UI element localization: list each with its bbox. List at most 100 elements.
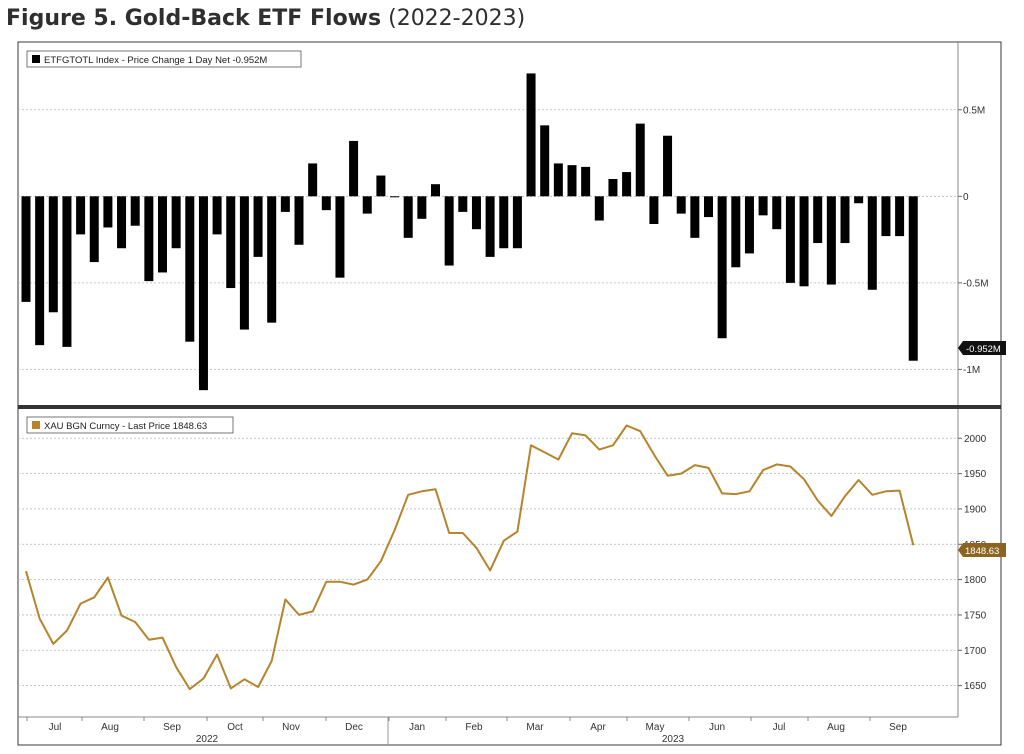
price-legend-box bbox=[26, 416, 234, 434]
etf-flow-bar bbox=[62, 196, 72, 347]
etf-flow-bar bbox=[649, 196, 659, 224]
price-y-tick-label: 1800 bbox=[964, 575, 987, 586]
price-last-value-tag: 1848.63 bbox=[958, 543, 1006, 557]
etf-flow-bar bbox=[294, 196, 304, 245]
etf-flow-bar bbox=[608, 179, 618, 197]
etf-flow-bar bbox=[799, 196, 809, 287]
etf-flow-bar bbox=[130, 196, 140, 226]
etf-flow-bar bbox=[895, 196, 905, 237]
price-y-tick-label: 1950 bbox=[964, 469, 987, 480]
etf-flow-bar bbox=[267, 196, 277, 323]
x-month-label: Sep bbox=[889, 722, 907, 733]
price-legend-label: XAU BGN Curncy - Last Price 1848.63 bbox=[44, 421, 207, 432]
etf-flow-bar bbox=[226, 196, 236, 289]
etf-flow-bar bbox=[376, 175, 386, 197]
etf-flow-bar bbox=[553, 163, 563, 197]
price-last-value-label: 1848.63 bbox=[965, 546, 999, 557]
bar-panel-y-axis: 0.5M 0 -0.5M -1M bbox=[958, 105, 989, 376]
etf-flow-bar bbox=[731, 196, 741, 268]
bar-last-value-tag-shape bbox=[958, 341, 1006, 355]
etf-flow-bar bbox=[540, 125, 550, 197]
etf-flow-bar bbox=[239, 196, 249, 330]
etf-flow-bar bbox=[785, 196, 795, 283]
chart-frame bbox=[17, 41, 1002, 746]
x-month-label: Jun bbox=[709, 722, 725, 733]
etf-flow-bar bbox=[144, 196, 154, 282]
etf-flow-bar bbox=[690, 196, 700, 238]
x-month-label: Nov bbox=[282, 722, 300, 733]
etf-flow-bar bbox=[212, 196, 222, 235]
etf-flow-bar bbox=[185, 196, 195, 342]
etf-flow-bar bbox=[622, 172, 632, 197]
etf-flow-bar bbox=[704, 196, 713, 218]
year-label-2022: 2022 bbox=[196, 734, 219, 745]
etf-flow-bar bbox=[403, 196, 413, 238]
etf-flow-bar bbox=[76, 196, 86, 235]
bar-legend-box bbox=[26, 50, 302, 68]
etf-flow-bars bbox=[21, 73, 918, 391]
etf-flow-bar bbox=[526, 73, 536, 197]
etf-flow-bar bbox=[772, 196, 782, 230]
bar-panel-legend: ETFGTOTL Index - Price Change 1 Day Net … bbox=[26, 50, 302, 68]
etf-flow-bar bbox=[567, 165, 577, 197]
etf-flow-bar bbox=[744, 196, 754, 254]
etf-flow-bar bbox=[48, 196, 58, 313]
x-month-label: Aug bbox=[827, 722, 845, 733]
figure-title-years: (2022-2023) bbox=[388, 6, 526, 31]
x-month-label: May bbox=[646, 722, 665, 733]
etf-flow-bar bbox=[717, 196, 727, 339]
etf-flow-bar bbox=[117, 196, 127, 249]
etf-flow-bar bbox=[676, 196, 686, 214]
etf-flow-bar bbox=[158, 196, 167, 273]
bar-legend-swatch bbox=[32, 55, 40, 63]
etf-flow-bar bbox=[826, 196, 836, 285]
etf-flow-bar bbox=[431, 184, 440, 197]
etf-flow-bar bbox=[103, 196, 113, 228]
bar-y-tick-label: 0.5M bbox=[963, 105, 985, 116]
bar-y-tick-label: 0 bbox=[963, 192, 969, 203]
price-y-tick-label: 1750 bbox=[964, 610, 987, 621]
bar-last-value-tag: -0.952M bbox=[958, 341, 1006, 355]
etf-flow-bar bbox=[594, 196, 604, 221]
etf-flow-bar bbox=[321, 196, 331, 211]
price-y-tick-label: 1900 bbox=[964, 504, 987, 515]
etf-flow-bar bbox=[280, 196, 290, 212]
x-month-label: Oct bbox=[227, 722, 243, 733]
price-y-tick-label: 1650 bbox=[964, 681, 987, 692]
etf-flow-bar bbox=[867, 196, 877, 290]
etf-flow-bar bbox=[458, 196, 468, 212]
etf-flow-bar bbox=[198, 196, 208, 391]
etf-flow-bar bbox=[308, 163, 318, 197]
etf-flow-bar bbox=[908, 196, 918, 361]
gold-price-line bbox=[25, 424, 915, 691]
price-legend-swatch bbox=[32, 421, 40, 429]
x-month-label: Jul bbox=[49, 722, 62, 733]
x-month-label: Mar bbox=[526, 722, 544, 733]
price-last-value-tag-shape bbox=[958, 543, 1006, 557]
etf-flow-bar bbox=[758, 196, 768, 216]
bar-y-tick-label: -1M bbox=[963, 365, 980, 376]
etf-flow-bar bbox=[390, 196, 400, 198]
etf-flow-bar bbox=[253, 196, 263, 257]
price-y-tick-label: 1700 bbox=[964, 646, 987, 657]
year-label-2023: 2023 bbox=[662, 734, 685, 745]
bar-y-tick-label: -0.5M bbox=[963, 278, 989, 289]
etf-flow-bar bbox=[663, 135, 673, 197]
etf-flow-bar bbox=[840, 196, 850, 244]
etf-flow-bar bbox=[35, 196, 45, 346]
x-month-label: Dec bbox=[345, 722, 363, 733]
etf-flow-bar bbox=[349, 140, 359, 197]
etf-flow-bar bbox=[21, 196, 31, 302]
etf-flow-bar bbox=[581, 166, 591, 197]
x-month-label: Sep bbox=[163, 722, 181, 733]
etf-flow-bar bbox=[635, 123, 645, 197]
etf-flow-bar bbox=[512, 196, 522, 249]
panel-divider bbox=[18, 405, 1001, 409]
figure-title-main: Figure 5. Gold-Back ETF Flows bbox=[6, 6, 382, 31]
x-axis: Jul Aug Sep Oct Nov Dec Jan Feb Mar Apr May Jun Jul A… bbox=[26, 717, 907, 733]
etf-flow-bar bbox=[362, 196, 372, 214]
etf-flow-bar bbox=[171, 196, 181, 249]
price-panel-legend: XAU BGN Curncy - Last Price 1848.63 bbox=[26, 416, 234, 434]
x-month-label: Feb bbox=[465, 722, 483, 733]
